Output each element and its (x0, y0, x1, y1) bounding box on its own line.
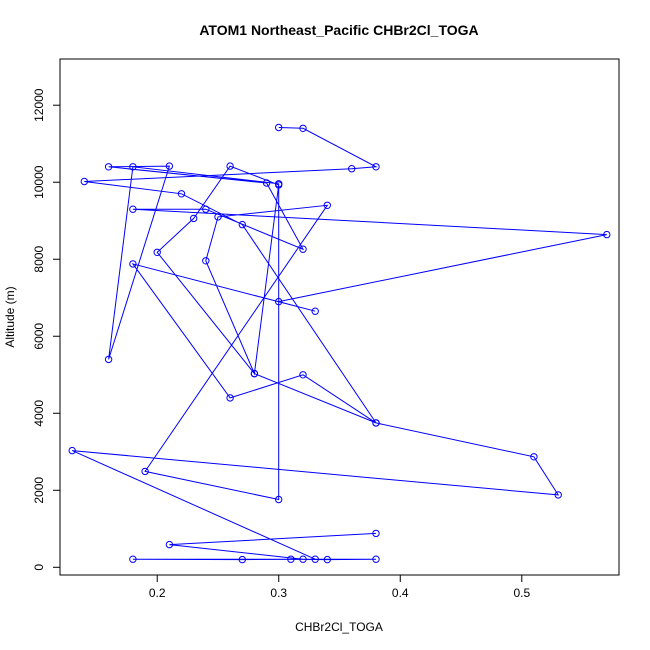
data-point (311, 307, 319, 315)
data-point (153, 248, 161, 257)
data-point (129, 260, 137, 268)
x-tick-label: 0.4 (392, 586, 409, 600)
data-point (275, 181, 283, 189)
data-point (323, 555, 331, 564)
data-point (226, 394, 234, 402)
x-tick-label: 0.5 (513, 586, 530, 600)
data-point (104, 163, 113, 171)
data-point (129, 163, 137, 171)
data-point (348, 165, 356, 173)
y-tick-label: 0 (32, 564, 46, 571)
data-point (80, 177, 89, 186)
y-tick-label: 10000 (32, 165, 46, 199)
data-point (299, 555, 307, 563)
data-point (287, 555, 295, 563)
data-point (238, 555, 247, 564)
data-point (165, 540, 174, 549)
data-point (177, 190, 186, 198)
y-tick-label: 12000 (32, 88, 46, 122)
data-point (299, 245, 307, 253)
data-point (68, 446, 76, 455)
data-point (226, 162, 234, 170)
data-point (275, 123, 283, 132)
data-point (262, 179, 271, 187)
data-point (275, 495, 283, 504)
data-point (299, 371, 307, 379)
data-point (275, 297, 283, 306)
data-point (530, 453, 538, 461)
data-point (372, 529, 380, 538)
data-point (129, 205, 137, 213)
series-line (71, 127, 607, 561)
data-point (202, 205, 210, 213)
data-point (299, 124, 307, 133)
y-axis-label: Altitude (m) (3, 286, 17, 347)
data-point (372, 163, 380, 171)
data-point (238, 220, 247, 229)
series-layer (68, 123, 611, 564)
data-point (214, 213, 222, 221)
x-tick-label: 0.2 (149, 586, 166, 600)
data-point (141, 467, 149, 476)
y-tick-label: 6000 (32, 323, 46, 350)
x-tick-label: 0.3 (270, 586, 287, 600)
data-point (250, 369, 259, 378)
y-tick-label: 8000 (32, 246, 46, 273)
plot-frame (59, 58, 620, 576)
data-point (202, 257, 210, 265)
data-point (372, 419, 380, 427)
data-point (190, 214, 198, 223)
data-point (554, 491, 562, 499)
data-point (104, 355, 113, 364)
x-axis: 0.2 0.3 0.4 0.5 (149, 574, 530, 600)
x-axis-label: CHBr2Cl_TOGA (295, 620, 383, 634)
y-tick-label: 4000 (32, 400, 46, 427)
data-point (311, 555, 319, 563)
data-point (165, 162, 174, 170)
data-point (323, 201, 331, 210)
data-point (129, 555, 137, 563)
data-point (372, 555, 380, 563)
y-axis: 0 2000 4000 6000 8000 10000 12000 (32, 88, 61, 571)
data-point (603, 230, 611, 239)
chart-title: ATOM1 Northeast_Pacific CHBr2Cl_TOGA (199, 22, 478, 38)
y-tick-label: 2000 (32, 477, 46, 504)
